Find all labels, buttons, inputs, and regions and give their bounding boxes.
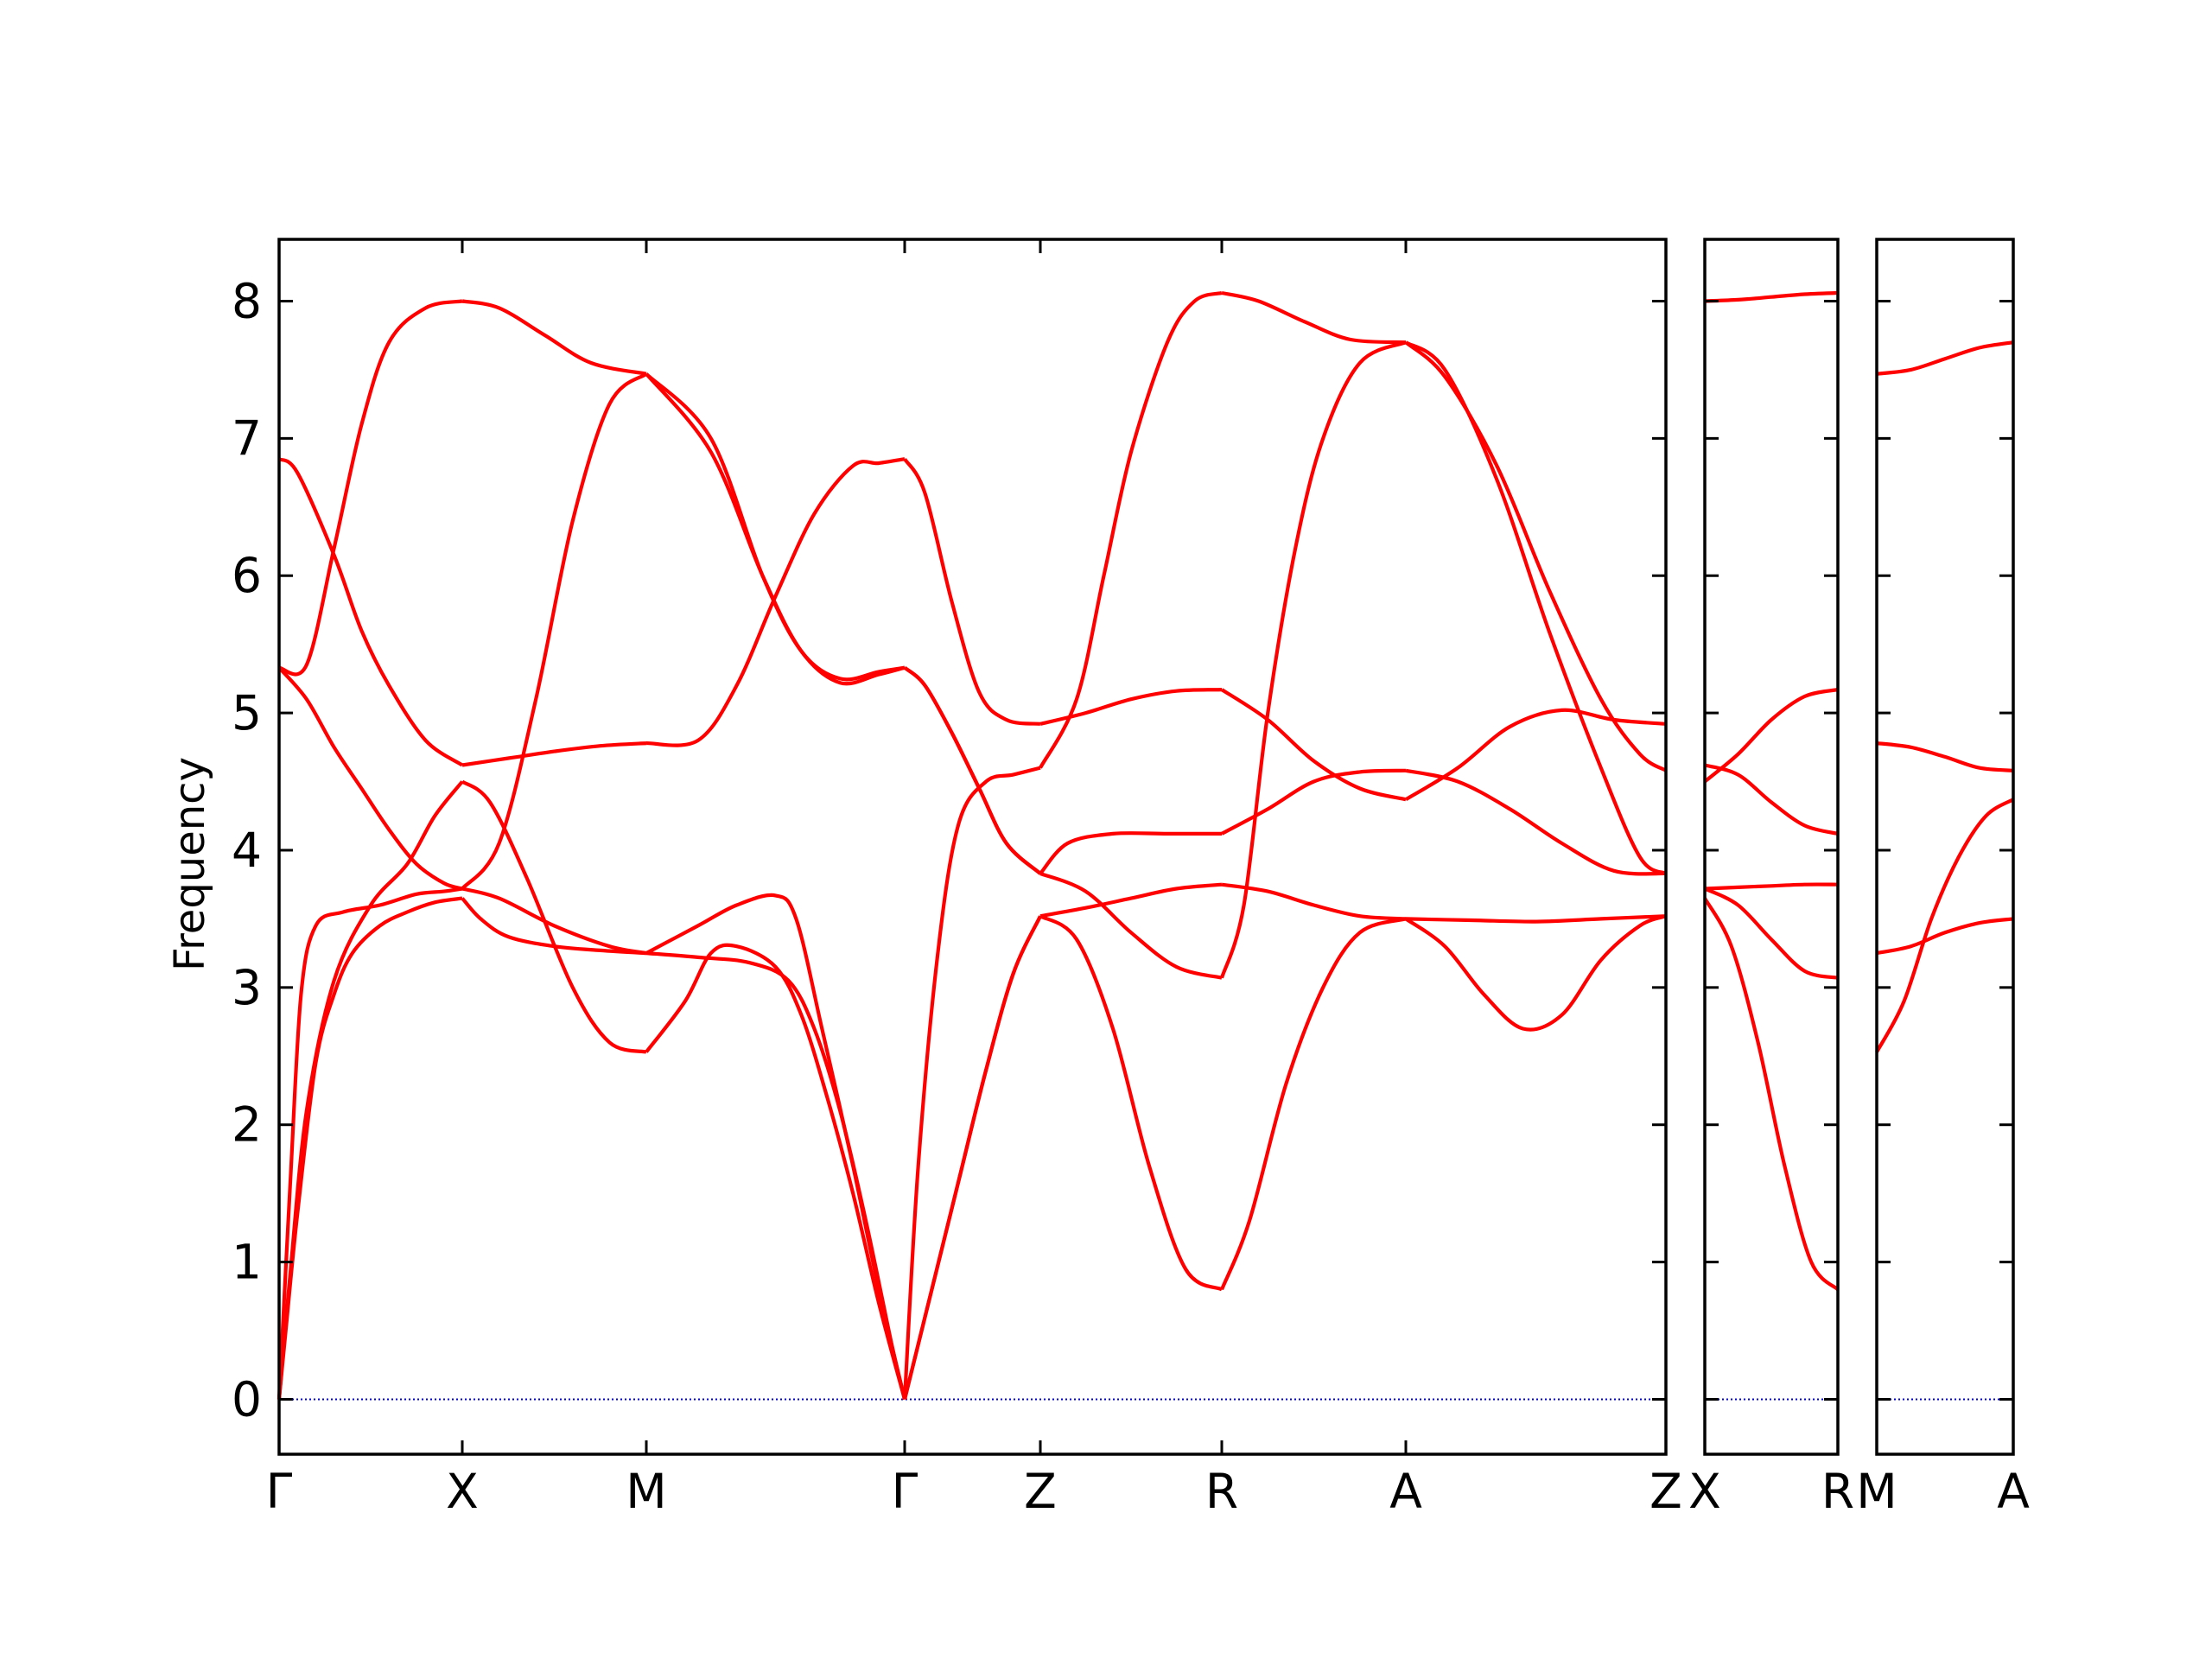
band-line-X-R-4	[1703, 688, 1839, 784]
band-line-A-Z-4	[1404, 708, 1667, 801]
panel-frame	[277, 238, 1668, 1456]
band-line-M-Γ-4	[645, 457, 906, 747]
band-line-M-Γ-2	[645, 943, 907, 1401]
band-line-M-Γ-6	[645, 372, 906, 686]
band-line-X-M-4	[461, 372, 648, 890]
y-tick-label: 3	[232, 960, 262, 1015]
y-tick-label: 0	[232, 1371, 262, 1427]
band-line-Z-R-4	[1039, 831, 1222, 875]
band-line-Γ-X-4	[277, 666, 463, 891]
band-line-R-A-3	[1219, 340, 1407, 979]
band-line-Γ-X-3	[276, 780, 464, 1400]
x-tick-label: A	[1997, 1464, 2030, 1519]
panel-frame	[1703, 238, 1840, 1456]
x-tick-label: M	[626, 1464, 666, 1519]
band-line-Γ-X-5	[277, 457, 464, 767]
band-line-X-R-2	[1704, 882, 1839, 891]
band-line-Γ-Z-6	[902, 915, 1042, 1401]
x-tick-label: X	[1688, 1464, 1721, 1519]
band-line-A-Z-1	[1404, 914, 1667, 1032]
band-line-X-M-3	[461, 779, 647, 1054]
y-tick-label: 4	[232, 823, 262, 878]
panel-1: 0 1 2 3 4 5 6 7 8 Γ X M Γ Z R A Z	[232, 238, 1682, 1519]
band-line-Z-R-6	[1039, 688, 1223, 726]
band-line-R-A-5	[1220, 688, 1407, 802]
band-line-R-A-4	[1221, 768, 1407, 836]
x-tick-label: R	[1205, 1464, 1238, 1519]
band-line-Γ-X-6	[278, 299, 463, 677]
band-line-Γ-Z-5	[903, 457, 1041, 726]
x-tick-label: Z	[1649, 1464, 1682, 1519]
band-line-M-A-1	[1876, 917, 2014, 956]
band-line-X-R-6	[1704, 290, 1839, 303]
band-line-Z-R-1	[1039, 914, 1224, 1292]
y-tick-label: 8	[232, 273, 262, 328]
x-tick-label: Γ	[266, 1464, 293, 1519]
band-line-A-Z-6	[1404, 340, 1668, 772]
band-line-Γ-Z-2	[902, 766, 1041, 1400]
band-line-Γ-Z-1	[902, 915, 1042, 1401]
band-line-Γ-X-1	[276, 896, 463, 1400]
band-line-X-M-5	[461, 741, 647, 767]
y-tick-label: 1	[232, 1235, 262, 1290]
band-line-A-Z-2	[1405, 914, 1667, 924]
band-line-A-Z-3	[1405, 768, 1667, 876]
x-tick-label: A	[1389, 1464, 1422, 1519]
band-line-R-A-6	[1221, 290, 1407, 345]
band-line-M-Γ-3	[645, 893, 907, 1400]
band-line-X-R-5	[1704, 763, 1839, 836]
x-tick-label: M	[1856, 1464, 1897, 1519]
panel-frame	[1875, 238, 2015, 1456]
y-tick-label: 5	[232, 685, 262, 741]
y-tick-label: 2	[232, 1097, 262, 1153]
y-tick-label: 7	[232, 410, 262, 466]
x-tick-label: Γ	[892, 1464, 918, 1519]
band-line-A-Z-5	[1404, 340, 1668, 875]
x-tick-label: R	[1821, 1464, 1854, 1519]
band-line-X-R-3	[1704, 887, 1839, 980]
band-line-R-A-2	[1221, 882, 1407, 921]
band-line-X-M-1	[461, 897, 647, 956]
band-line-M-A-3	[1876, 741, 2014, 772]
x-tick-label: Z	[1024, 1464, 1057, 1519]
band-line-R-A-1	[1220, 917, 1407, 1291]
band-line-M-Γ-5	[645, 372, 906, 682]
band-line-X-M-6	[461, 299, 647, 376]
band-line-M-A-2	[1875, 798, 2015, 1053]
band-line-Z-R-5	[1039, 290, 1223, 769]
band-line-X-R-1	[1703, 897, 1840, 1292]
x-tick-label: X	[446, 1464, 479, 1519]
band-line-Γ-X-2	[276, 887, 463, 1400]
band-line-M-A-4	[1876, 340, 2014, 376]
band-line-Z-R-2	[1039, 882, 1223, 918]
band-line-Γ-Z-4	[903, 666, 1042, 875]
y-tick-label: 6	[232, 548, 262, 603]
band-line-Z-R-3	[1039, 872, 1223, 980]
band-line-M-Γ-1	[645, 951, 907, 1400]
y-axis-label: Frequency	[166, 757, 214, 971]
band-line-X-M-2	[461, 887, 647, 956]
